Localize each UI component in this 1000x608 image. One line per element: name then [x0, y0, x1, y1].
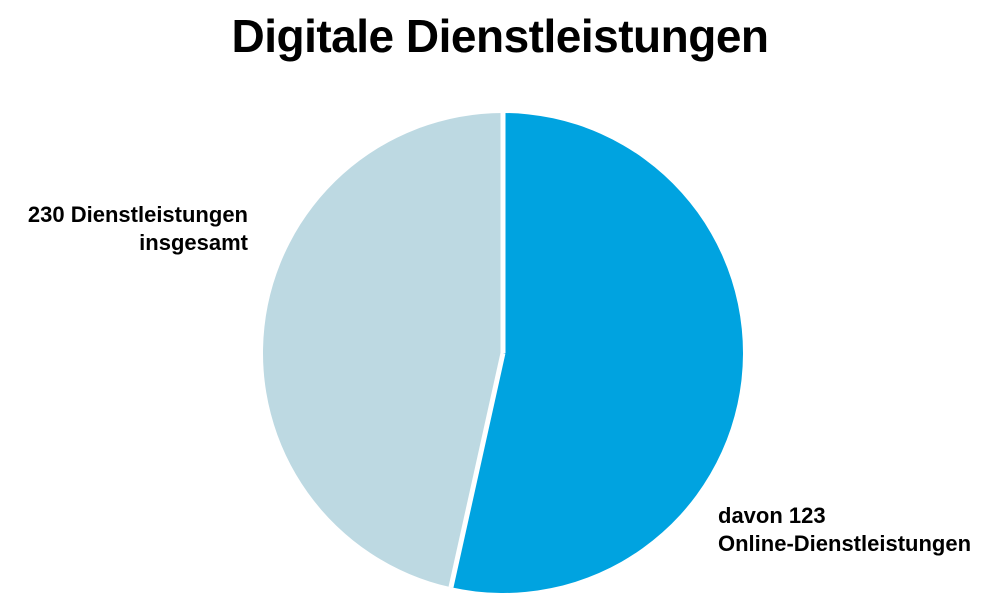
label-online-line1: davon 123 — [718, 503, 826, 528]
label-total-line2: insgesamt — [139, 230, 248, 255]
slice-separator-bottom — [448, 352, 506, 588]
pie-slice-online — [450, 113, 743, 593]
label-total-line1: 230 Dienstleistungen — [27, 202, 248, 227]
label-online-line2: Online-Dienstleistungen — [718, 531, 972, 556]
label-total-services: 230 Dienstleistungen insgesamt — [0, 201, 248, 257]
label-online-services: davon 123 Online-Dienstleistungen — [718, 502, 993, 558]
pie-slice-total — [262, 113, 503, 588]
chart-title: Digitale Dienstleistungen — [231, 10, 769, 62]
